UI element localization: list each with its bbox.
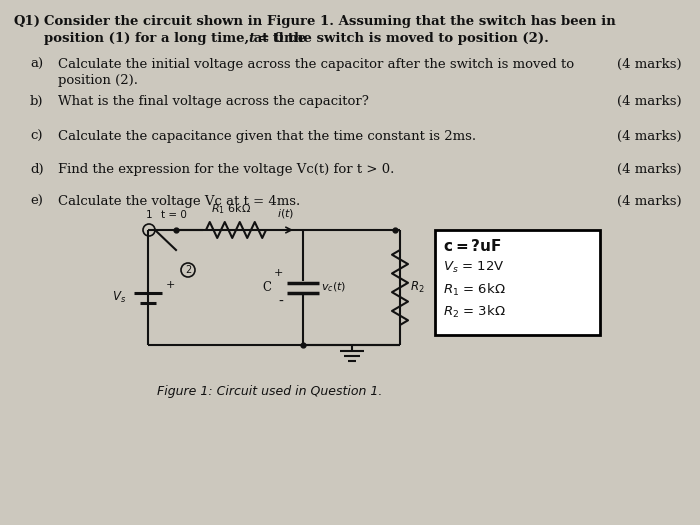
Text: c): c)	[30, 130, 43, 143]
Text: $\mathbf{c = ?uF}$: $\mathbf{c = ?uF}$	[443, 238, 502, 254]
Text: $R_1$ 6k$\Omega$: $R_1$ 6k$\Omega$	[211, 202, 251, 216]
Text: (4 marks): (4 marks)	[617, 130, 682, 143]
Text: Calculate the initial voltage across the capacitor after the switch is moved to: Calculate the initial voltage across the…	[58, 58, 574, 71]
Text: (4 marks): (4 marks)	[617, 163, 682, 176]
Text: Figure 1: Circuit used in Question 1.: Figure 1: Circuit used in Question 1.	[158, 385, 383, 398]
Text: C: C	[262, 281, 271, 294]
Text: +: +	[274, 268, 283, 278]
Text: $v_c(t)$: $v_c(t)$	[321, 281, 346, 295]
Text: (4 marks): (4 marks)	[617, 195, 682, 208]
Text: t: t	[248, 32, 254, 45]
Text: (4 marks): (4 marks)	[617, 95, 682, 108]
Text: $V_s$ = 12V: $V_s$ = 12V	[443, 260, 505, 275]
Text: t = 0: t = 0	[161, 210, 187, 220]
Text: = 0 the switch is moved to position (2).: = 0 the switch is moved to position (2).	[254, 32, 549, 45]
Text: a): a)	[30, 58, 43, 71]
Text: position (2).: position (2).	[58, 74, 138, 87]
Text: 1: 1	[146, 210, 153, 220]
Text: What is the final voltage across the capacitor?: What is the final voltage across the cap…	[58, 95, 369, 108]
Text: e): e)	[30, 195, 43, 208]
Text: Calculate the capacitance given that the time constant is 2ms.: Calculate the capacitance given that the…	[58, 130, 476, 143]
Text: +: +	[166, 280, 176, 290]
Text: $R_2$ = 3k$\Omega$: $R_2$ = 3k$\Omega$	[443, 304, 505, 320]
Text: $R_2$: $R_2$	[410, 280, 425, 295]
Text: b): b)	[30, 95, 43, 108]
Text: Consider the circuit shown in Figure 1. Assuming that the switch has been in: Consider the circuit shown in Figure 1. …	[44, 15, 616, 28]
Text: position (1) for a long time, at time: position (1) for a long time, at time	[44, 32, 311, 45]
Text: Calculate the voltage Vc at t = 4ms.: Calculate the voltage Vc at t = 4ms.	[58, 195, 300, 208]
Text: $i(t)$: $i(t)$	[277, 207, 295, 220]
Bar	[435, 230, 600, 335]
Text: $V_s$: $V_s$	[112, 290, 126, 305]
Text: $R_1$ = 6k$\Omega$: $R_1$ = 6k$\Omega$	[443, 282, 505, 298]
Text: d): d)	[30, 163, 43, 176]
Text: -: -	[278, 295, 283, 309]
Text: 2: 2	[185, 265, 191, 275]
Text: Q1): Q1)	[14, 15, 41, 28]
Text: (4 marks): (4 marks)	[617, 58, 682, 71]
Text: Find the expression for the voltage Vc(t) for t > 0.: Find the expression for the voltage Vc(t…	[58, 163, 394, 176]
